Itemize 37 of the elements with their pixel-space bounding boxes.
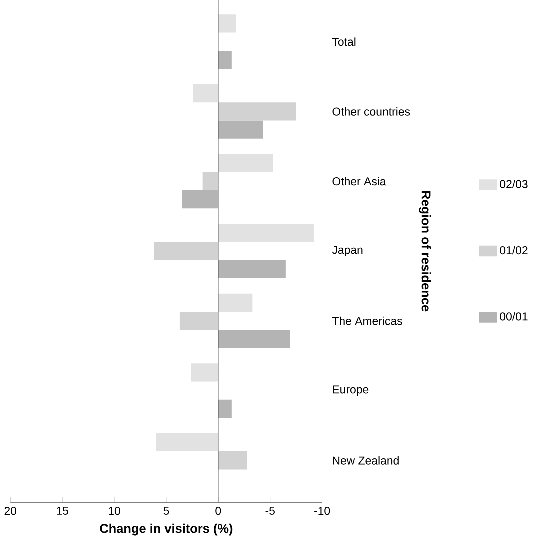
- bar: [218, 224, 314, 242]
- bar: [156, 433, 219, 452]
- bar: [218, 400, 232, 418]
- x-tick-label: 15: [57, 507, 69, 515]
- bar: [192, 364, 219, 382]
- bar: [218, 260, 286, 278]
- y-tick-label: Total: [332, 38, 356, 46]
- bar: [218, 14, 236, 33]
- bar: [180, 312, 219, 330]
- x-tick-label: -10: [314, 506, 330, 516]
- x-tick-label: 0: [216, 506, 222, 516]
- bar: [218, 294, 253, 312]
- bar: [218, 50, 232, 70]
- bar: [218, 120, 264, 139]
- x-tick-label: -5: [266, 507, 276, 515]
- x-tick-label: 20: [4, 506, 17, 516]
- bar: [218, 452, 248, 470]
- y-tick-label: Europe: [333, 386, 369, 396]
- bar: [218, 154, 274, 172]
- legend-label: 02/03: [500, 180, 528, 188]
- bar: [154, 242, 219, 260]
- y-tick-label: New Zealand: [333, 456, 400, 465]
- bar: [218, 102, 296, 121]
- bar: [194, 84, 219, 103]
- x-axis-title: Change in visitors (%): [100, 524, 233, 536]
- x-tick-label: 5: [164, 507, 170, 515]
- y-tick-label: Other countries: [332, 107, 410, 116]
- bar: [218, 330, 290, 348]
- x-tick-label: 10: [109, 506, 121, 516]
- bar: [202, 172, 219, 191]
- bar: [182, 190, 219, 209]
- y-tick-label: Japan: [332, 246, 363, 256]
- y-axis-title: Region of residence: [419, 191, 432, 312]
- y-tick-label: Other Asia: [332, 177, 386, 186]
- legend-label: 01/02: [500, 246, 528, 255]
- legend-label: 00/01: [500, 312, 528, 321]
- y-tick-label: The Americas: [332, 316, 403, 326]
